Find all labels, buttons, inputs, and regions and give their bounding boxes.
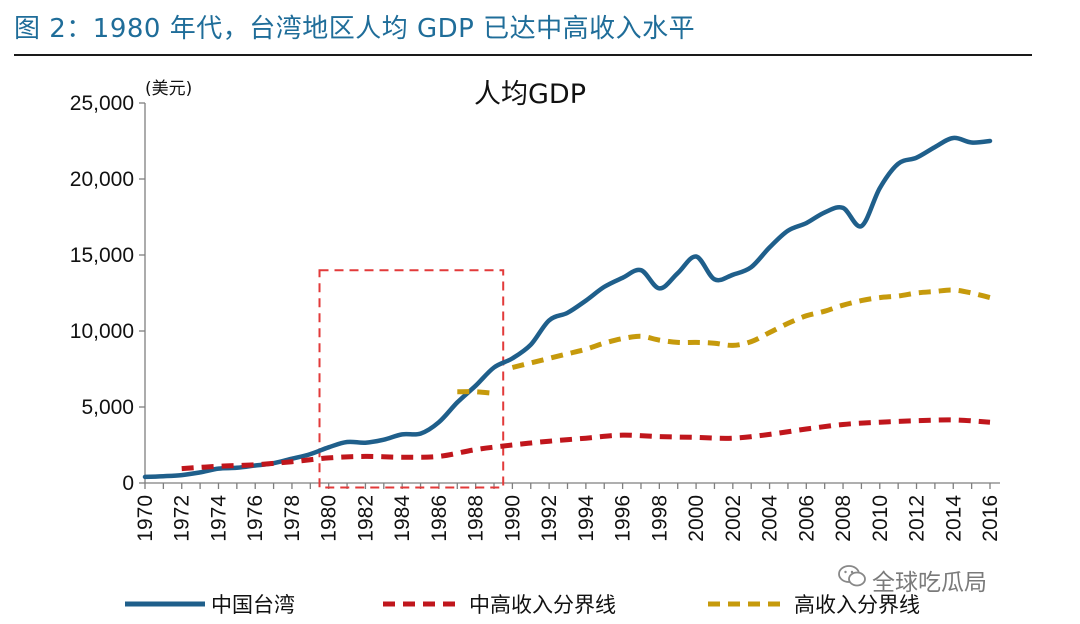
- x-tick-label: 1980: [318, 495, 341, 542]
- x-tick-label: 2004: [759, 495, 782, 542]
- title-divider: [14, 54, 1032, 56]
- legend: 中国台湾 中高收入分界线 高收入分界线: [125, 593, 920, 617]
- y-tick-label: 0: [122, 472, 134, 495]
- x-tick-label: 2016: [979, 495, 1002, 542]
- x-tick-label: 1972: [171, 495, 194, 542]
- chart-title: 人均GDP: [474, 79, 586, 110]
- wechat-icon: [838, 565, 866, 587]
- x-tick-label: 1988: [465, 495, 488, 542]
- highlight-layer: [318, 269, 505, 489]
- series-layer: [142, 135, 993, 480]
- x-tick-label: 1984: [391, 495, 414, 542]
- x-tick-label: 2014: [942, 495, 965, 542]
- x-tick-label: 1976: [244, 495, 267, 542]
- x-tick-label: 1990: [501, 495, 524, 542]
- y-axis-unit-label: (美元): [145, 79, 192, 99]
- x-tick-label: 1978: [281, 495, 304, 542]
- x-tick-label: 1998: [648, 495, 671, 542]
- x-tick-label: 1994: [575, 495, 598, 542]
- x-tick-label: 1974: [207, 495, 230, 542]
- y-axis: 0 5,000 10,000 15,000 20,000 25,000: [70, 92, 146, 495]
- series-line-high-income-threshold-segment-2: [511, 287, 991, 370]
- legend-item-high-income-threshold-label: 高收入分界线: [794, 593, 920, 617]
- series-line-high-income-threshold-segment-1: [457, 389, 495, 396]
- x-tick-label: 1992: [538, 495, 561, 542]
- x-tick-label: 1982: [354, 495, 377, 542]
- legend-item-upper-middle-threshold-label: 中高收入分界线: [469, 593, 616, 617]
- x-tick-label: 2006: [795, 495, 818, 542]
- x-axis: 1970 1972 1974 1976 1978 1980 1982 1984 1986 1988…: [134, 482, 1002, 542]
- x-tick-label: 1986: [428, 495, 451, 542]
- x-tick-label: 2008: [832, 495, 855, 542]
- x-tick-label: 2000: [685, 495, 708, 542]
- y-tick-label: 25,000: [70, 92, 134, 115]
- legend-item-taiwan-label: 中国台湾: [211, 593, 295, 617]
- y-tick-label: 5,000: [81, 396, 134, 419]
- x-tick-label: 2010: [869, 495, 892, 542]
- y-tick-label: 10,000: [70, 320, 134, 343]
- figure-title: 图 2：1980 年代，台湾地区人均 GDP 已达中高收入水平: [14, 14, 696, 44]
- highlight-box-1980s: [318, 269, 505, 489]
- series-line-taiwan: [142, 135, 993, 480]
- x-tick-label: 2002: [722, 495, 745, 542]
- x-tick-label: 1996: [612, 495, 635, 542]
- watermark: 全球吃瓜局: [872, 570, 987, 596]
- x-tick-label: 1970: [134, 495, 157, 542]
- y-tick-label: 20,000: [70, 168, 134, 191]
- y-tick-label: 15,000: [70, 244, 134, 267]
- series-line-upper-middle-threshold: [181, 417, 991, 472]
- x-tick-label: 2012: [906, 495, 929, 542]
